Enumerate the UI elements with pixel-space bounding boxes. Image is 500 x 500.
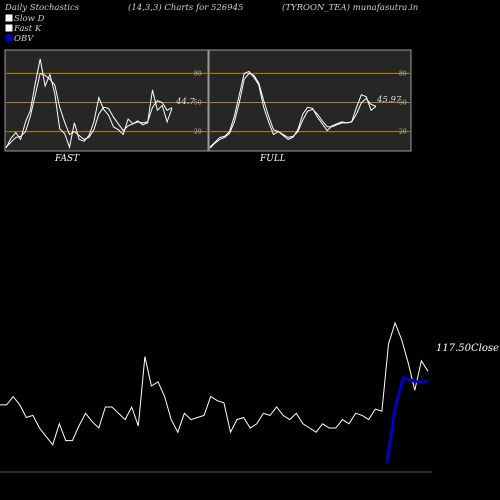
fast-tick-label-20: 20 bbox=[194, 129, 202, 136]
full-tick-label-80: 80 bbox=[399, 70, 407, 77]
price-obv-panel: 117.50Close bbox=[0, 321, 499, 473]
legend-label-slow-d: Slow D bbox=[14, 14, 45, 24]
fast-value-label: 44.7 bbox=[175, 97, 196, 107]
legend-label-obv: OBV bbox=[14, 34, 34, 44]
full-fast-k-line bbox=[209, 70, 377, 148]
fast-stochastic-panel: 20 50 80 44.7 FAST bbox=[4, 49, 209, 164]
full-stochastic-panel: 20 50 80 45.97 FULL bbox=[208, 49, 412, 164]
chart-params: (14,3,3) Charts for 526945 bbox=[128, 2, 243, 13]
chart-title: Daily Stochastics bbox=[4, 3, 80, 13]
fast-fast-k-line bbox=[5, 58, 173, 149]
legend-swatch-obv bbox=[5, 34, 13, 42]
fast-slow-d-line bbox=[5, 72, 173, 148]
close-price-label: 117.50Close bbox=[436, 343, 499, 354]
legend-label-fast-k: Fast K bbox=[13, 24, 42, 34]
fast-tick-label-80: 80 bbox=[194, 70, 202, 77]
full-tick-label-20: 20 bbox=[399, 129, 407, 136]
full-panel-background bbox=[208, 49, 412, 152]
obv-line bbox=[385, 376, 429, 464]
fast-panel-label: FAST bbox=[54, 154, 80, 164]
price-line bbox=[0, 321, 429, 446]
full-tick-label-50: 50 bbox=[399, 100, 407, 107]
fast-tick-label-50: 50 bbox=[194, 100, 202, 107]
full-panel-label: FULL bbox=[259, 154, 286, 164]
chart-symbol: (TYROON_TEA) munafasutra.in bbox=[282, 2, 418, 13]
legend-swatch-slow-d bbox=[5, 14, 13, 22]
legend-swatch-fast-k bbox=[5, 24, 13, 32]
full-value-label: 45.97 bbox=[376, 95, 402, 105]
